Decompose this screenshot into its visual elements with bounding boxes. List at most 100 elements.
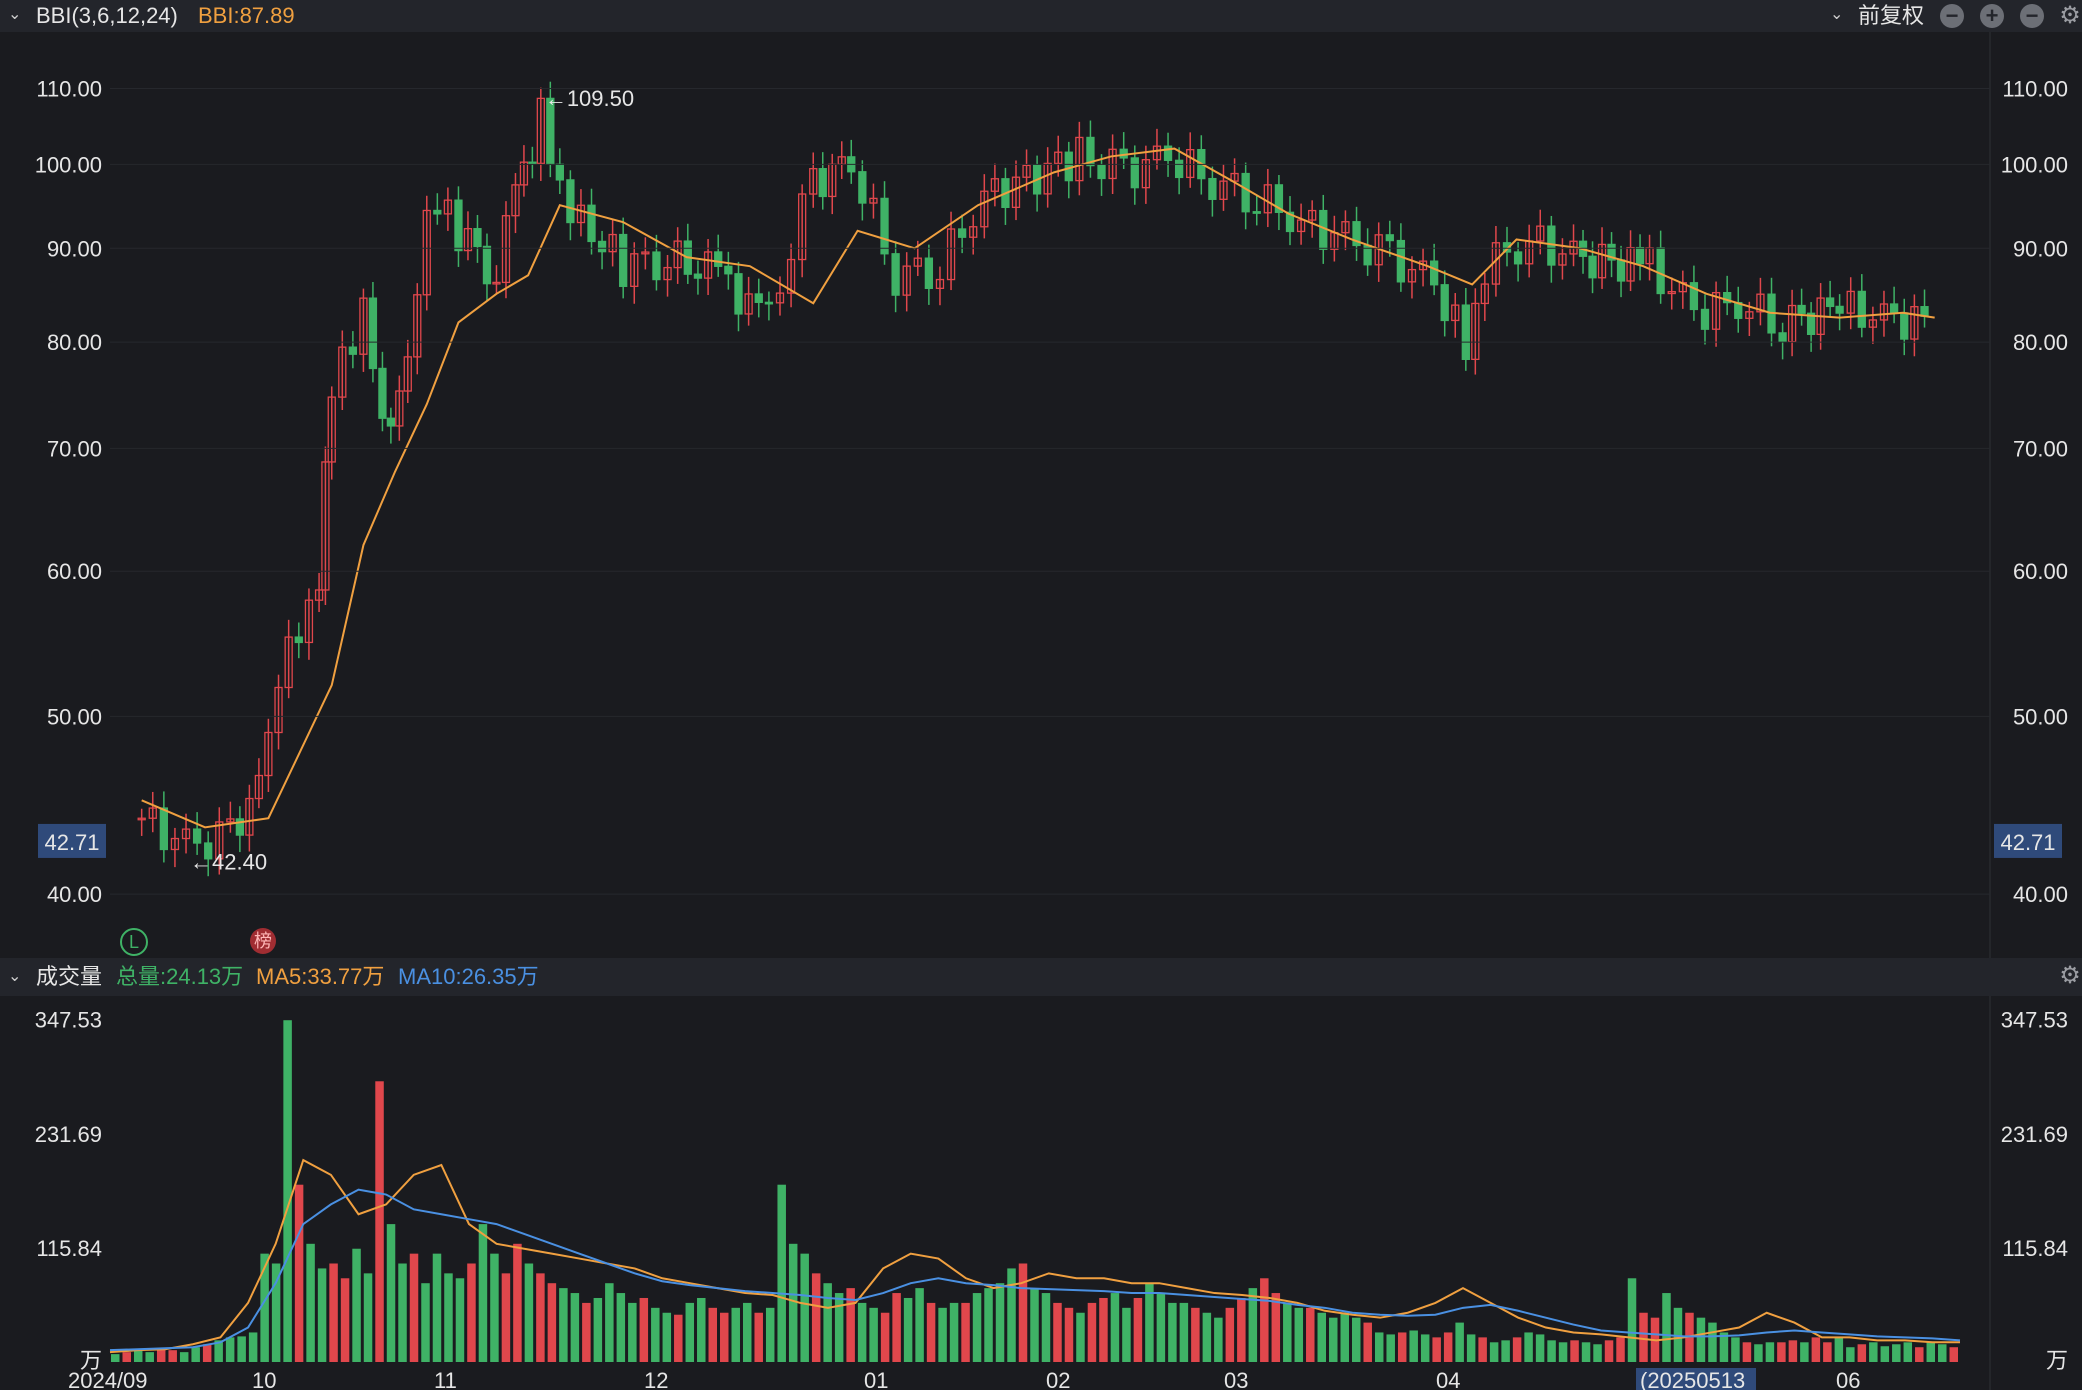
l-badge[interactable]: L <box>120 928 148 956</box>
volume-bar <box>1168 1302 1177 1362</box>
adjust-chevron-icon[interactable]: ⌄ <box>1830 6 1844 23</box>
volume-bar <box>1133 1297 1143 1362</box>
candle-body <box>1806 312 1816 335</box>
volume-bar <box>1581 1342 1591 1362</box>
candle-body <box>969 226 978 238</box>
volume-bar <box>340 1278 350 1362</box>
candle-body <box>1086 136 1095 167</box>
volume-bar <box>421 1283 430 1362</box>
volume-bar <box>478 1224 488 1362</box>
price-tick-left: 70.00 <box>47 436 102 461</box>
chevron-down-icon[interactable]: ⌄ <box>8 6 22 23</box>
ma5-line <box>109 1158 1960 1354</box>
volume-bar <box>1317 1312 1327 1362</box>
highlight-date-box <box>1636 1368 1756 1390</box>
candle-body <box>786 258 796 294</box>
candle-body <box>137 817 146 821</box>
candle-body <box>528 161 537 165</box>
volume-tick-right: 347.53 <box>2001 1008 2068 1033</box>
candle-body <box>1502 242 1512 253</box>
price-tick-left: 60.00 <box>47 559 102 584</box>
candle-body <box>798 193 807 261</box>
collapse-icon[interactable]: − <box>1940 4 1964 28</box>
volume-bar <box>1466 1334 1476 1362</box>
volume-bar <box>1535 1334 1545 1362</box>
candle-body <box>1756 293 1765 313</box>
volume-label[interactable]: 成交量 <box>36 964 103 989</box>
candle-body <box>1174 159 1184 179</box>
volume-bar <box>1248 1288 1258 1362</box>
volume-bar <box>984 1288 993 1362</box>
adjust-mode-selector[interactable]: 前复权 <box>1858 3 1925 28</box>
volume-bar <box>444 1273 453 1362</box>
indicator-name[interactable]: BBI(3,6,12,24) <box>36 3 178 28</box>
volume-bar <box>1214 1317 1223 1362</box>
candle-body <box>555 163 564 181</box>
volume-bar <box>559 1288 568 1362</box>
volume-bar <box>386 1224 396 1362</box>
candle-body <box>935 278 945 289</box>
candle-body <box>463 228 473 252</box>
zoom-in-icon[interactable]: + <box>1980 4 2004 28</box>
volume-bar <box>202 1344 212 1362</box>
candle-body <box>1588 255 1597 279</box>
gear-icon[interactable]: ⚙ <box>2059 2 2081 29</box>
candle-body <box>880 197 889 255</box>
candle-body <box>368 297 378 370</box>
price-tick-left: 100.00 <box>35 152 102 177</box>
volume-bar <box>811 1273 821 1362</box>
price-tick-left: 50.00 <box>47 704 102 729</box>
volume-bar <box>1064 1307 1074 1362</box>
volume-tick-right: 231.69 <box>2001 1122 2068 1147</box>
volume-bar <box>731 1307 740 1362</box>
candle-body <box>1513 251 1523 265</box>
volume-bar <box>1099 1297 1108 1362</box>
volume-bar <box>708 1307 718 1362</box>
volume-bar <box>375 1081 384 1362</box>
volume-bar <box>1938 1344 1947 1362</box>
volume-chevron-icon[interactable]: ⌄ <box>8 968 22 985</box>
candle-body <box>254 774 264 800</box>
candle-body <box>1241 172 1250 213</box>
volume-bar <box>880 1312 890 1362</box>
bang-badge[interactable]: 榜 <box>250 928 276 954</box>
candle-body <box>744 293 753 315</box>
candle-body <box>519 161 529 186</box>
volume-ma10: MA10:26.35万 <box>398 964 539 989</box>
volume-bar <box>432 1253 442 1362</box>
zoom-out-icon[interactable]: − <box>2020 4 2044 28</box>
candle-body <box>1910 306 1919 340</box>
candle-body <box>294 636 303 644</box>
candle-body <box>1407 268 1417 283</box>
candle-body <box>693 273 703 279</box>
volume-bar <box>1593 1344 1602 1362</box>
volume-bar <box>179 1352 189 1362</box>
candle-body <box>1825 297 1835 308</box>
candle-body <box>1607 243 1616 261</box>
volume-bar <box>1443 1332 1453 1362</box>
candle-body <box>482 245 492 285</box>
volume-bar <box>1145 1283 1154 1362</box>
volume-bar <box>1788 1340 1798 1362</box>
x-tick: 10 <box>252 1368 276 1390</box>
candle-body <box>1451 304 1460 322</box>
price-tick-right: 40.00 <box>2013 882 2068 907</box>
candle-body <box>652 251 661 281</box>
volume-bar <box>639 1297 649 1362</box>
candle-body <box>663 266 672 281</box>
volume-bar <box>892 1293 901 1362</box>
candle-body <box>957 228 967 238</box>
volume-bar <box>1018 1263 1028 1362</box>
volume-bar <box>1363 1322 1372 1362</box>
volume-header: ⌄ 成交量 总量:24.13万 MA5:33.77万 MA10:26.35万 ⚙ <box>0 958 2082 996</box>
volume-bar <box>145 1352 154 1362</box>
volume-bar <box>1076 1312 1085 1362</box>
volume-bar <box>409 1253 419 1362</box>
volume-gear-icon[interactable]: ⚙ <box>2059 962 2081 989</box>
volume-bar <box>800 1253 809 1362</box>
price-tick-left: 90.00 <box>47 236 102 261</box>
candle-body <box>1208 177 1217 200</box>
volume-bar <box>1616 1337 1625 1362</box>
x-tick: 11 <box>434 1368 457 1390</box>
